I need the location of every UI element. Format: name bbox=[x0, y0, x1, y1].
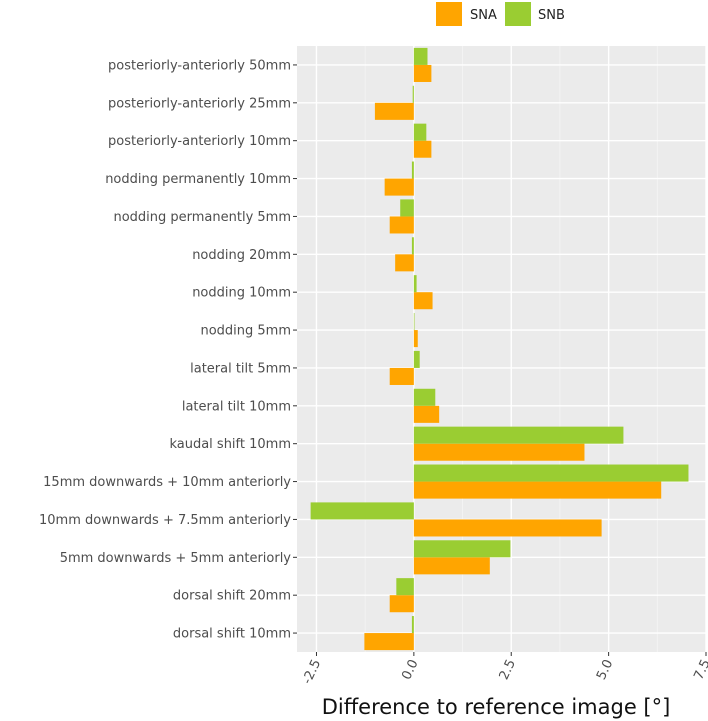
y-tick-label: kaudal shift 10mm bbox=[169, 437, 291, 452]
bar-sna bbox=[413, 519, 602, 537]
bar-snb bbox=[400, 199, 414, 217]
y-tick-label: nodding permanently 10mm bbox=[105, 172, 291, 187]
bar-sna bbox=[413, 443, 585, 461]
y-tick-label: lateral tilt 5mm bbox=[190, 361, 291, 376]
bar-sna bbox=[413, 64, 432, 82]
bar-snb bbox=[413, 47, 428, 65]
bar-sna bbox=[374, 102, 414, 120]
bar-snb bbox=[413, 123, 427, 141]
bar-sna bbox=[389, 216, 414, 234]
y-tick-label: posteriorly-anteriorly 50mm bbox=[108, 58, 291, 73]
bar-sna bbox=[389, 595, 414, 613]
bar-snb bbox=[413, 464, 689, 482]
y-tick-label: 10mm downwards + 7.5mm anteriorly bbox=[39, 513, 291, 528]
bar-snb bbox=[413, 313, 415, 331]
y-tick-label: posteriorly-anteriorly 25mm bbox=[108, 96, 291, 111]
bar-snb bbox=[413, 540, 511, 558]
y-tick-label: nodding 5mm bbox=[200, 324, 291, 339]
bars bbox=[310, 47, 689, 651]
bar-sna bbox=[413, 330, 418, 348]
x-tick-label: 5.0 bbox=[594, 657, 616, 682]
bar-sna bbox=[413, 292, 433, 310]
x-tick-label: -2.5 bbox=[300, 657, 324, 686]
x-tick-labels: -2.5 0.0 2.5 5.0 7.5 bbox=[300, 652, 708, 687]
bar-sna bbox=[413, 481, 662, 499]
bar-sna bbox=[413, 140, 432, 158]
bar-snb bbox=[396, 578, 414, 596]
legend: SNA SNB bbox=[436, 2, 565, 26]
y-tick-label: dorsal shift 20mm bbox=[173, 589, 291, 604]
y-tick-label: nodding 10mm bbox=[192, 286, 291, 301]
x-tick-label: 2.5 bbox=[497, 657, 519, 682]
y-tick-label: nodding permanently 5mm bbox=[113, 210, 291, 225]
legend-label-sna: SNA bbox=[470, 8, 497, 23]
y-tick-labels: posteriorly-anteriorly 50mm posteriorly-a… bbox=[39, 58, 297, 642]
bar-snb bbox=[413, 275, 417, 293]
bar-sna bbox=[413, 557, 490, 575]
legend-swatch-snb bbox=[505, 2, 531, 26]
legend-label-snb: SNB bbox=[538, 8, 565, 23]
x-axis-title: Difference to reference image [°] bbox=[322, 695, 671, 719]
y-tick-label: posteriorly-anteriorly 10mm bbox=[108, 134, 291, 149]
bar-snb bbox=[413, 350, 420, 368]
bar-sna bbox=[389, 367, 414, 385]
y-tick-label: 15mm downwards + 10mm anteriorly bbox=[43, 475, 291, 490]
bar-snb bbox=[413, 388, 436, 406]
bar-snb bbox=[411, 237, 414, 255]
bar-sna bbox=[395, 254, 414, 272]
legend-swatch-sna bbox=[436, 2, 462, 26]
y-tick-label: 5mm downwards + 5mm anteriorly bbox=[60, 551, 292, 566]
x-tick-label: 0.0 bbox=[399, 657, 421, 682]
bar-snb bbox=[412, 85, 414, 103]
bar-sna bbox=[384, 178, 414, 196]
bar-sna bbox=[364, 633, 414, 651]
y-tick-label: nodding 20mm bbox=[192, 248, 291, 263]
x-tick-label: 7.5 bbox=[691, 657, 708, 682]
y-tick-label: dorsal shift 10mm bbox=[173, 627, 291, 642]
bar-snb bbox=[413, 426, 624, 444]
y-tick-label: lateral tilt 10mm bbox=[182, 399, 291, 414]
bar-snb bbox=[411, 161, 414, 179]
plot-panel bbox=[297, 46, 706, 652]
bar-sna bbox=[413, 405, 440, 423]
bar-snb bbox=[310, 502, 414, 520]
bar-snb bbox=[411, 616, 414, 634]
